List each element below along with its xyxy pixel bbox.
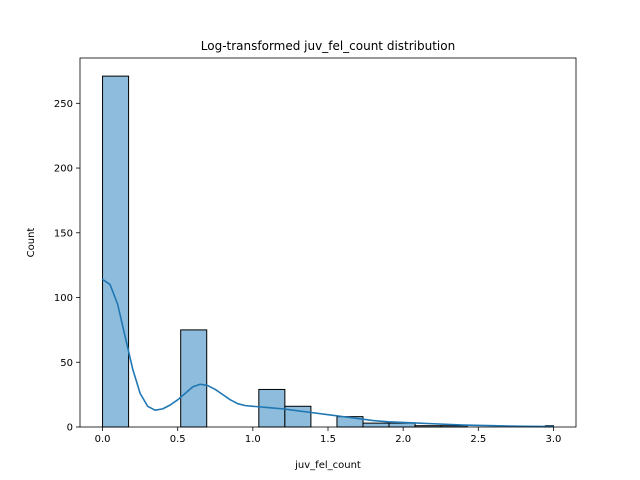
y-tick-label: 200 <box>54 164 73 175</box>
x-tick-label: 3.0 <box>546 434 562 445</box>
y-tick-label: 150 <box>54 228 73 239</box>
x-tick-label: 1.0 <box>245 434 261 445</box>
kde-line <box>101 278 555 428</box>
x-tick-label: 2.0 <box>395 434 411 445</box>
plot-frame <box>79 57 577 428</box>
ticks-group: 0.0 0.5 1.0 1.5 2.0 2.5 3.0 0 50 100 150 200 250 <box>54 99 562 445</box>
x-tick-label: 1.5 <box>320 434 336 445</box>
kde-group <box>101 278 555 428</box>
histogram-bar <box>388 422 416 428</box>
x-axis-label: juv_fel_count <box>294 460 361 471</box>
x-tick-label: 2.5 <box>470 434 486 445</box>
y-axis-label: Count <box>26 228 37 258</box>
y-tick-label: 100 <box>54 293 73 304</box>
x-tick-label: 0.5 <box>170 434 186 445</box>
histogram-bar <box>362 422 390 428</box>
histogram-bar <box>180 329 208 428</box>
histogram-bar <box>102 75 130 428</box>
y-tick-label: 0 <box>67 423 73 434</box>
y-tick-label: 50 <box>60 358 73 369</box>
y-tick-label: 250 <box>54 99 73 110</box>
x-tick-label: 0.0 <box>95 434 111 445</box>
chart-title: Log-transformed juv_fel_count distributi… <box>201 39 455 53</box>
